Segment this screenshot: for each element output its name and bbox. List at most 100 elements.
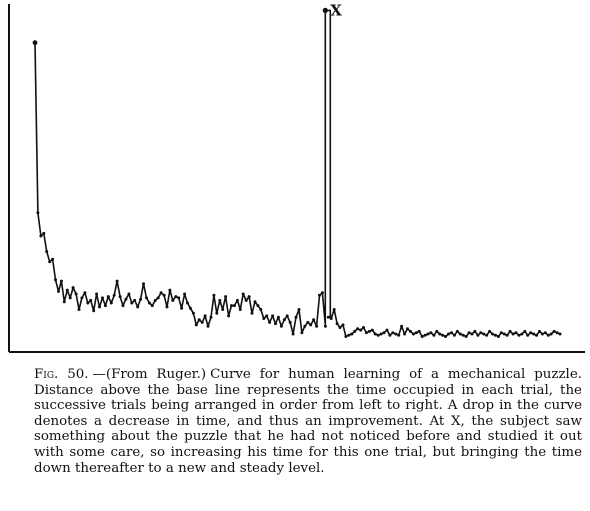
trial-point (121, 304, 125, 308)
trial-point (247, 295, 251, 299)
trial-point (48, 260, 52, 264)
trial-point (209, 315, 213, 319)
trial-point (373, 332, 377, 336)
trial-point (379, 332, 383, 336)
trial-point (89, 298, 93, 302)
trial-point (417, 329, 421, 333)
trial-point (555, 331, 559, 335)
trial-point (326, 315, 330, 319)
trial-point (499, 331, 503, 335)
trial-point (335, 322, 339, 326)
trial-point (479, 331, 483, 335)
trial-point (224, 295, 228, 299)
trial-point (356, 327, 360, 331)
trial-point (476, 333, 480, 337)
trial-point (54, 278, 57, 282)
trial-point (549, 332, 553, 336)
trial-point (315, 324, 319, 328)
trial-point (435, 329, 439, 333)
trial-point (77, 308, 81, 311)
trial-point (62, 300, 66, 304)
trial-point (206, 324, 210, 328)
trial-point (101, 296, 104, 300)
trial-point (130, 301, 134, 305)
trial-point (200, 320, 204, 324)
trial-point (139, 297, 143, 301)
trial-point (455, 329, 459, 333)
trial-point (514, 331, 518, 335)
trial-point (517, 333, 521, 337)
trial-point (344, 335, 348, 338)
trial-point (271, 314, 275, 318)
learning-curve-chart: X (8, 1, 585, 353)
trial-point (57, 289, 60, 293)
trial-point (367, 329, 371, 333)
trial-point (68, 296, 72, 300)
trial-point (65, 288, 69, 292)
trial-point (153, 298, 157, 302)
trial-point (282, 318, 286, 322)
trial-point (253, 300, 257, 304)
x-marker-point (322, 7, 328, 13)
trial-point (485, 333, 489, 337)
trial-point (103, 304, 107, 308)
trial-point (429, 331, 433, 335)
trial-point (194, 323, 198, 327)
trial-point (426, 332, 430, 336)
trial-point (535, 333, 538, 337)
trial-point (259, 308, 263, 311)
trial-point (403, 332, 407, 336)
trial-point (370, 328, 374, 332)
trial-point (491, 332, 494, 336)
trial-point (191, 311, 195, 315)
trial-point (42, 231, 46, 235)
trial-point (309, 323, 313, 327)
trial-point (523, 329, 527, 333)
trial-point (268, 320, 272, 324)
trial-point (150, 304, 154, 308)
trial-point (467, 331, 471, 335)
trial-point (359, 328, 363, 332)
trial-point (329, 317, 333, 320)
trial-point (520, 332, 524, 336)
trial-point (221, 308, 225, 311)
trial-point (244, 298, 248, 302)
trial-point (276, 315, 280, 319)
trial-point (496, 335, 500, 338)
trial-point (323, 324, 327, 328)
trial-point (98, 305, 101, 309)
trial-point (511, 332, 515, 336)
trial-point (502, 332, 506, 336)
trial-point (186, 301, 189, 305)
trial-point (347, 333, 351, 337)
trial-point (235, 298, 239, 302)
trial-point (162, 293, 166, 297)
trial-point (397, 333, 401, 337)
trial-point (250, 311, 254, 315)
trial-point (238, 308, 242, 311)
x-marker-label: X (330, 1, 342, 19)
trial-point (188, 306, 192, 310)
trial-point (133, 298, 137, 302)
trial-point (285, 314, 289, 318)
trial-point (505, 333, 509, 337)
trial-point (300, 331, 304, 335)
trial-point (118, 295, 122, 299)
trial-point (408, 329, 412, 333)
trial-point (411, 332, 415, 336)
trial-point (450, 331, 453, 335)
trial-point (394, 332, 398, 336)
trial-point (212, 293, 216, 297)
trial-point (306, 320, 310, 324)
trial-point (256, 304, 260, 308)
learning-curve-line (34, 9, 561, 338)
trial-point (203, 314, 207, 318)
trial-point (80, 296, 84, 300)
trial-point (112, 293, 116, 297)
trial-point (180, 306, 184, 310)
trial-point (482, 332, 486, 336)
trial-point (461, 333, 465, 337)
trial-point (473, 329, 477, 333)
trial-point (177, 296, 181, 300)
trial-point (115, 279, 119, 283)
